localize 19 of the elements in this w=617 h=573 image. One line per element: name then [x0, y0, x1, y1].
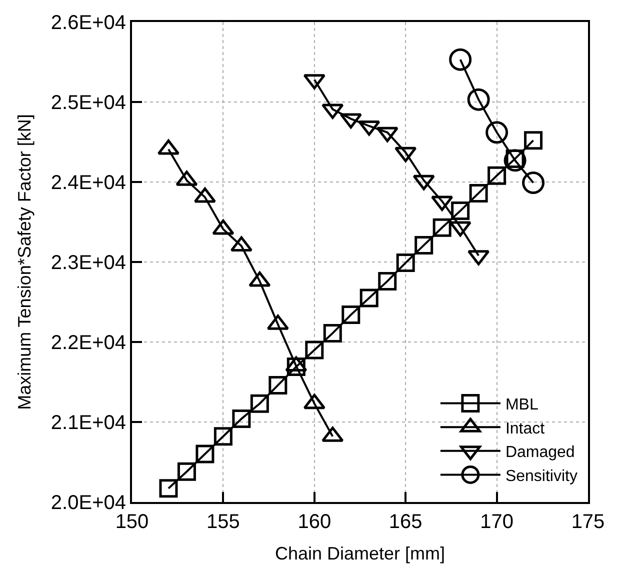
y-tick-label: 2.5E+04	[50, 92, 126, 114]
y-tick-label: 2.1E+04	[50, 412, 126, 434]
y-axis-title: Maximum Tension*Safety Factor [kN]	[14, 114, 35, 410]
x-tick-label: 165	[388, 511, 422, 533]
x-axis-title: Chain Diameter [mm]	[274, 544, 446, 564]
y-tick-label: 2.4E+04	[50, 172, 126, 194]
x-tick-label: 175	[571, 511, 605, 533]
x-tick-label: 170	[480, 511, 514, 533]
y-tick-label: 2.3E+04	[50, 252, 126, 274]
y-tick-label: 2.0E+04	[50, 492, 126, 514]
y-tick-label: 2.2E+04	[50, 332, 126, 354]
legend-label: Intact	[505, 420, 546, 438]
legend-label: MBL	[505, 396, 538, 414]
x-tick-label: 150	[115, 511, 149, 533]
x-tick-label: 155	[206, 511, 240, 533]
legend-label: Sensitivity	[505, 468, 578, 485]
y-tick-label: 2.6E+04	[50, 12, 126, 34]
x-tick-label: 160	[298, 511, 332, 533]
legend-label: Damaged	[505, 444, 575, 462]
